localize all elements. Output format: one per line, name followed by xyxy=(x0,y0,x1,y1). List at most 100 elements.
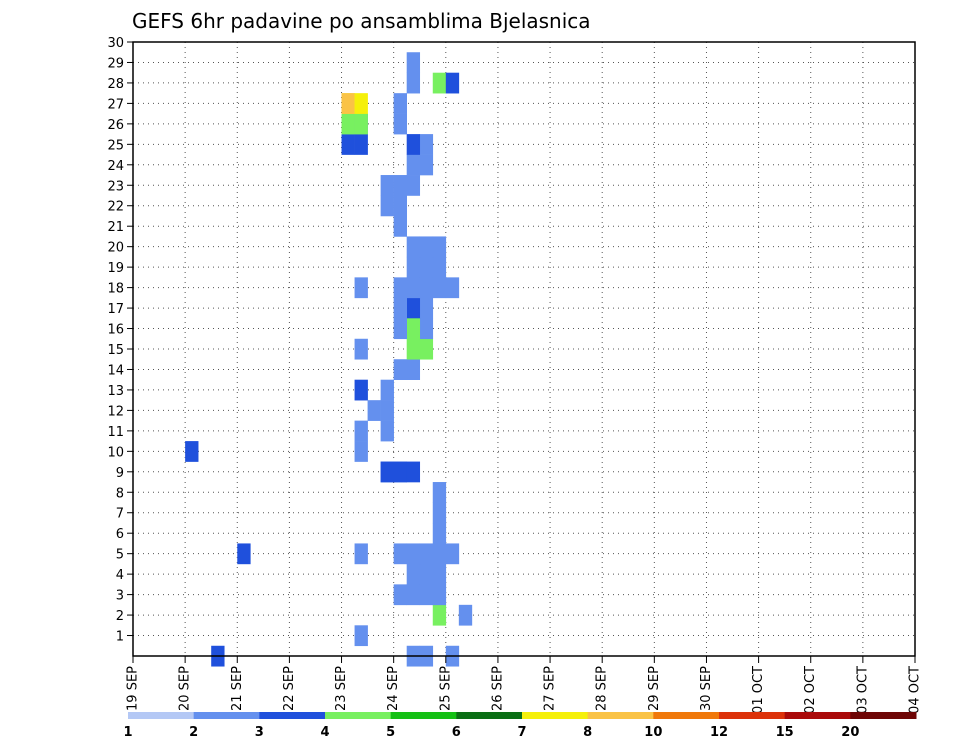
legend-label: 12 xyxy=(710,725,728,740)
heatmap-cell xyxy=(445,277,460,299)
legend-label: 7 xyxy=(517,725,526,740)
heatmap-cell xyxy=(406,584,421,606)
heatmap-cell xyxy=(445,543,460,565)
legend-label: 5 xyxy=(386,725,395,740)
x-tick-label: 24 SEP xyxy=(386,666,401,711)
heatmap-cell xyxy=(432,584,447,606)
heatmap-cell xyxy=(419,256,434,278)
legend-label: 3 xyxy=(255,725,264,740)
legend-label: 10 xyxy=(644,725,662,740)
heatmap-cell xyxy=(367,400,381,421)
y-tick-label: 25 xyxy=(107,138,124,153)
heatmap-cell xyxy=(341,134,355,155)
heatmap-cell xyxy=(393,297,407,319)
heatmap-cell xyxy=(432,72,447,94)
y-tick-label: 13 xyxy=(107,384,124,399)
legend-swatch xyxy=(456,712,523,719)
heatmap-cell xyxy=(237,543,251,565)
x-tick-label: 19 SEP xyxy=(126,666,141,711)
heatmap-cell xyxy=(354,625,368,647)
heatmap-cell xyxy=(419,154,434,176)
heatmap-cell xyxy=(393,584,407,606)
legend-swatch xyxy=(193,712,260,719)
heatmap-cell xyxy=(393,543,407,565)
x-tick-label: 20 SEP xyxy=(178,666,193,711)
heatmap-cell xyxy=(341,113,355,135)
heatmap-cell xyxy=(406,543,421,565)
y-tick-label: 29 xyxy=(107,56,124,71)
heatmap-cell xyxy=(354,134,368,155)
heatmap-cell xyxy=(406,175,421,196)
grid xyxy=(133,41,915,656)
heatmap-cell xyxy=(393,461,407,483)
y-tick-label: 26 xyxy=(107,118,124,133)
heatmap-cell xyxy=(432,522,447,544)
x-tick-label: 03 OCT xyxy=(855,666,870,714)
y-tick-label: 10 xyxy=(107,445,124,460)
heatmap-cell xyxy=(419,584,434,606)
heatmap-cell xyxy=(406,563,421,585)
y-tick-label: 24 xyxy=(107,159,124,174)
y-tick-label: 12 xyxy=(107,404,124,419)
x-tick-label: 22 SEP xyxy=(282,666,297,711)
heatmap-cell xyxy=(406,154,421,176)
y-tick-label: 5 xyxy=(116,548,124,563)
legend-label: 15 xyxy=(776,725,794,740)
heatmap-cell xyxy=(419,236,434,258)
heatmap-cell xyxy=(380,379,394,401)
heatmap-cell xyxy=(354,277,368,299)
heatmap-cell xyxy=(406,134,421,155)
y-axis: 1234567891011121314151617181920212223242… xyxy=(107,36,133,645)
heatmap-cell xyxy=(354,338,368,360)
y-tick-label: 22 xyxy=(107,200,124,215)
heatmap-cell xyxy=(419,297,434,319)
heatmap-cell xyxy=(432,563,447,585)
x-tick-label: 01 OCT xyxy=(751,666,766,714)
heatmap-cell xyxy=(445,72,460,94)
heatmap-cell xyxy=(406,297,421,319)
y-tick-label: 9 xyxy=(116,466,124,481)
heatmap-cell xyxy=(354,93,368,114)
legend-swatch xyxy=(719,712,786,719)
heatmap-cell xyxy=(185,441,199,462)
y-tick-label: 7 xyxy=(116,507,124,522)
legend-label: 4 xyxy=(320,725,329,740)
heatmap-cell xyxy=(406,338,421,360)
x-tick-label: 29 SEP xyxy=(647,666,662,711)
heatmap-cell xyxy=(419,563,434,585)
legend-swatch xyxy=(522,712,589,719)
y-tick-label: 2 xyxy=(116,609,124,624)
x-axis: 19 SEP 20 SEP 21 SEP 22 SEP 23 SEP 24 SEP 25 S… xyxy=(126,656,923,714)
heatmap-cell xyxy=(341,93,355,114)
heatmap-cell xyxy=(458,604,473,626)
legend-swatch xyxy=(587,712,654,719)
x-tick-label: 23 SEP xyxy=(334,666,349,711)
x-tick-label: 26 SEP xyxy=(490,666,505,711)
y-tick-label: 27 xyxy=(107,97,124,112)
heatmap-cell xyxy=(406,318,421,340)
heatmap-cell xyxy=(406,277,421,299)
heatmap-cell xyxy=(393,318,407,340)
y-tick-label: 1 xyxy=(116,630,124,645)
legend-swatch xyxy=(259,712,326,719)
x-tick-label: 28 SEP xyxy=(595,666,610,711)
heatmap-cell xyxy=(406,359,421,380)
y-tick-label: 3 xyxy=(116,589,124,604)
legend-label: 8 xyxy=(583,725,592,740)
legend-swatch xyxy=(128,712,195,719)
y-tick-label: 15 xyxy=(107,343,124,358)
heatmap-cell xyxy=(406,461,421,483)
y-tick-label: 30 xyxy=(107,36,124,51)
heatmap-cell xyxy=(354,543,368,565)
y-tick-label: 6 xyxy=(116,527,124,542)
heatmap-cell xyxy=(380,175,394,196)
heatmap-cell xyxy=(419,543,434,565)
x-tick-label: 04 OCT xyxy=(908,666,923,714)
x-tick-label: 27 SEP xyxy=(543,666,558,711)
y-tick-label: 23 xyxy=(107,179,124,194)
heatmap-cell xyxy=(419,318,434,340)
legend-label: 20 xyxy=(841,725,859,740)
y-tick-label: 16 xyxy=(107,323,124,338)
heatmap-cell xyxy=(393,215,407,237)
